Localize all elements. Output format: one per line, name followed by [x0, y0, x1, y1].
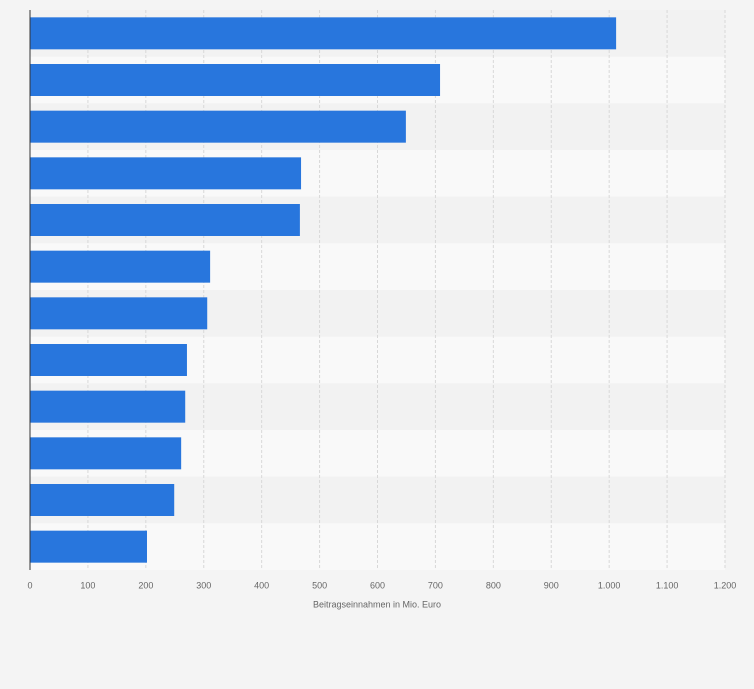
bar [30, 530, 147, 563]
bar [30, 344, 187, 376]
x-tick-label: 1.200 [714, 580, 737, 590]
x-tick-label: 600 [370, 580, 385, 590]
x-tick-label: 800 [486, 580, 501, 590]
x-tick-label: 400 [254, 580, 269, 590]
bar [30, 17, 617, 50]
x-tick-label: 700 [428, 580, 443, 590]
bar [30, 390, 186, 423]
x-tick-label: 0 [27, 580, 32, 590]
x-axis-title: Beitragseinnahmen in Mio. Euro [313, 599, 441, 609]
bar [30, 437, 182, 470]
x-tick-label: 1.100 [656, 580, 679, 590]
x-tick-label: 1.000 [598, 580, 621, 590]
bar [30, 110, 406, 143]
x-tick-label: 100 [80, 580, 95, 590]
bar [30, 64, 441, 96]
x-tick-label: 200 [138, 580, 153, 590]
bar [30, 297, 208, 330]
x-tick-label: 900 [544, 580, 559, 590]
bar [30, 157, 302, 190]
bar [30, 250, 211, 283]
x-tick-label: 500 [312, 580, 327, 590]
x-tick-label: 300 [196, 580, 211, 590]
bar [30, 484, 175, 516]
bar [30, 204, 300, 236]
